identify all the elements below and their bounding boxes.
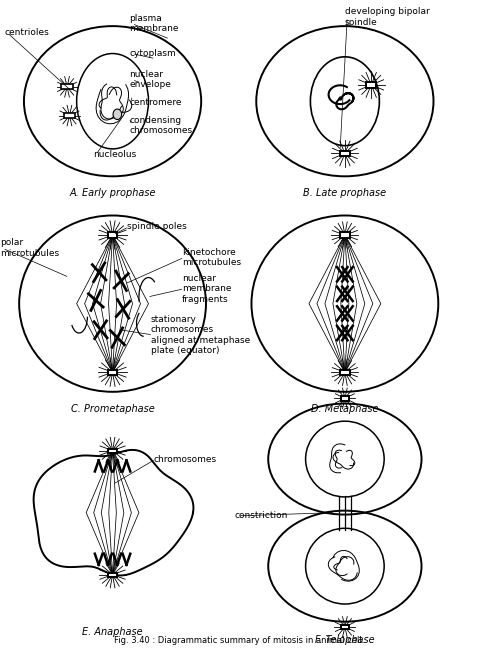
Bar bbox=[366, 82, 376, 88]
Text: A. Early prophase: A. Early prophase bbox=[69, 188, 156, 198]
Text: kinetochore
microtubules: kinetochore microtubules bbox=[182, 247, 241, 267]
Bar bbox=[341, 625, 349, 629]
Bar bbox=[340, 151, 350, 156]
Bar bbox=[108, 573, 117, 577]
Text: nucleolus: nucleolus bbox=[93, 150, 137, 159]
Text: developing bipolar
spindle: developing bipolar spindle bbox=[345, 7, 430, 27]
Text: F. Telophase: F. Telophase bbox=[315, 635, 375, 645]
Bar bbox=[108, 370, 117, 375]
Text: C. Prometaphase: C. Prometaphase bbox=[71, 404, 154, 413]
Bar bbox=[341, 396, 349, 401]
Bar bbox=[340, 232, 350, 238]
Bar bbox=[108, 232, 117, 238]
Bar bbox=[340, 370, 350, 375]
Text: nuclear
membrane
fragments: nuclear membrane fragments bbox=[182, 274, 231, 304]
Text: chromosomes: chromosomes bbox=[153, 454, 217, 464]
Text: D. Metaphase: D. Metaphase bbox=[311, 404, 378, 413]
Text: B. Late prophase: B. Late prophase bbox=[303, 188, 387, 198]
Text: condensing
chromosomes: condensing chromosomes bbox=[129, 116, 193, 135]
Bar bbox=[64, 113, 75, 118]
Text: polar
microtubules: polar microtubules bbox=[0, 238, 59, 258]
Text: cytoplasm: cytoplasm bbox=[129, 49, 176, 58]
Text: centromere: centromere bbox=[129, 98, 182, 107]
Text: Fig. 3.40 : Diagrammatic summary of mitosis in animal cell.: Fig. 3.40 : Diagrammatic summary of mito… bbox=[114, 636, 365, 645]
Text: plasma
membrane: plasma membrane bbox=[129, 14, 179, 33]
Text: centrioles: centrioles bbox=[5, 28, 49, 37]
Text: stationary
chromosomes
aligned at metaphase
plate (equator): stationary chromosomes aligned at metaph… bbox=[151, 315, 250, 355]
Bar bbox=[61, 84, 73, 89]
Text: constriction: constriction bbox=[235, 511, 288, 520]
Ellipse shape bbox=[113, 109, 122, 119]
Text: E. Anaphase: E. Anaphase bbox=[82, 627, 143, 637]
Bar bbox=[108, 449, 117, 453]
Text: nuclear
envelope: nuclear envelope bbox=[129, 70, 171, 89]
Text: spindle poles: spindle poles bbox=[127, 222, 187, 231]
